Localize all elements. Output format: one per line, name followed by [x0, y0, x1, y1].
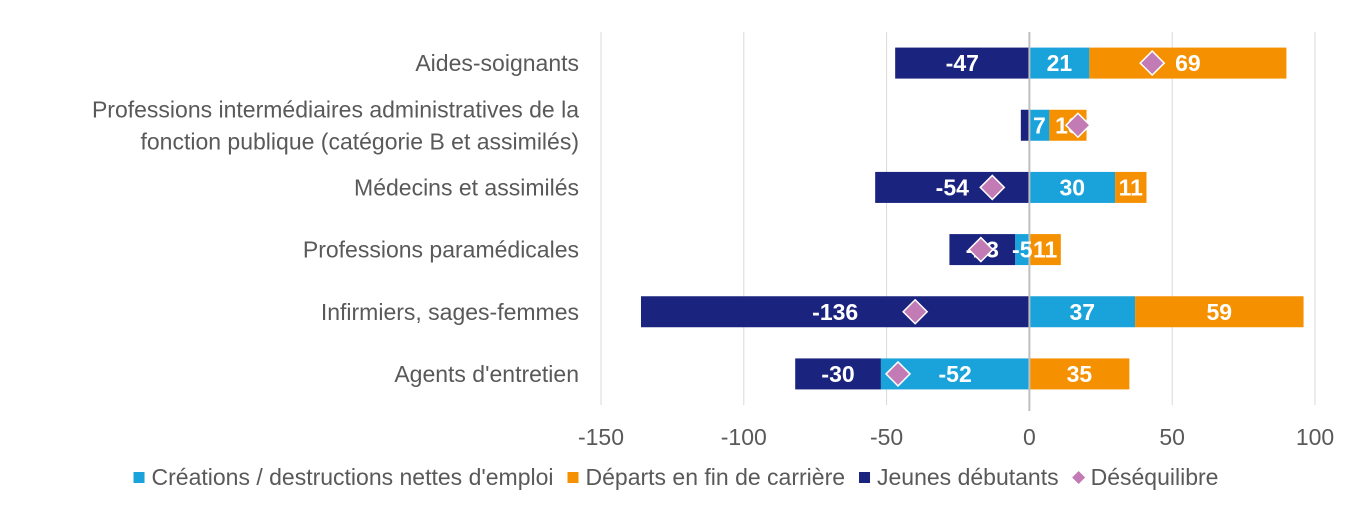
data-label: -47 — [946, 50, 979, 76]
imbalance-marker — [979, 174, 1006, 201]
legend-label: Départs en fin de carrière — [586, 464, 846, 490]
bar-segment — [1029, 358, 1130, 390]
category-labels: Aides-soignants Professions intermédiaire… — [92, 50, 579, 387]
data-label: 69 — [1175, 50, 1201, 76]
bar-segment — [1020, 109, 1030, 141]
legend-swatch — [859, 472, 871, 483]
bar-segment — [1029, 234, 1061, 266]
bar-segment — [1029, 47, 1090, 79]
legend-label: Créations / destructions nettes d'emploi — [152, 464, 554, 490]
bars — [640, 47, 1304, 390]
category-label: Infirmiers, sages-femmes — [321, 299, 579, 325]
data-label: 21 — [1047, 50, 1073, 76]
data-label: -5 — [1012, 237, 1033, 263]
data-label: 11 — [1033, 237, 1058, 263]
gridlines — [600, 32, 1316, 405]
category-label: fonction publique (catégorie B et assimi… — [140, 128, 579, 154]
x-tick-label: -100 — [721, 424, 767, 450]
imbalance-marker — [1139, 50, 1166, 77]
data-label: -52 — [939, 361, 972, 387]
imbalance-markers — [884, 50, 1166, 387]
bar-segment — [1015, 234, 1030, 266]
data-label: 11 — [1119, 174, 1144, 200]
bar-segment — [1135, 296, 1304, 328]
legend-label: Jeunes débutants — [877, 464, 1059, 490]
legend: Créations / destructions nettes d'emploi… — [133, 464, 1219, 490]
imbalance-marker — [967, 236, 994, 263]
bar-segment — [1089, 47, 1287, 79]
x-tick-label: -150 — [578, 424, 624, 450]
category-label: Professions intermédiaires administrativ… — [92, 96, 579, 122]
legend-swatch — [567, 472, 579, 483]
category-label: Agents d'entretien — [394, 361, 579, 387]
data-label: 35 — [1067, 361, 1093, 387]
bar-segment — [640, 296, 1030, 328]
data-label: 7 — [1033, 112, 1046, 138]
bar-segment — [1115, 171, 1147, 203]
x-tick-label: 100 — [1296, 424, 1334, 450]
category-label: Aides-soignants — [415, 50, 579, 76]
data-label: -30 — [821, 361, 854, 387]
imbalance-marker — [902, 298, 929, 325]
bar-segment — [795, 358, 881, 390]
data-label: -54 — [936, 174, 969, 200]
bar-segment — [1029, 296, 1136, 328]
legend-swatch — [133, 472, 145, 483]
data-label: 59 — [1207, 299, 1233, 325]
data-label: -136 — [812, 299, 858, 325]
category-label: Médecins et assimilés — [354, 174, 579, 200]
x-axis: -150 -100 -50 0 50 100 — [578, 32, 1334, 450]
legend-label: Déséquilibre — [1091, 464, 1219, 490]
x-tick-label: -50 — [870, 424, 903, 450]
bar-segment — [1029, 109, 1050, 141]
x-tick-label: 50 — [1159, 424, 1185, 450]
data-label: 30 — [1059, 174, 1085, 200]
imbalance-marker — [1064, 112, 1092, 139]
x-tick-label: 0 — [1023, 424, 1036, 450]
imbalance-marker — [884, 360, 912, 387]
bar-segment — [895, 47, 1030, 79]
legend-diamond — [1072, 471, 1086, 484]
data-label: 37 — [1069, 299, 1095, 325]
bar-segment — [1029, 171, 1116, 203]
category-label: Professions paramédicales — [303, 237, 579, 263]
